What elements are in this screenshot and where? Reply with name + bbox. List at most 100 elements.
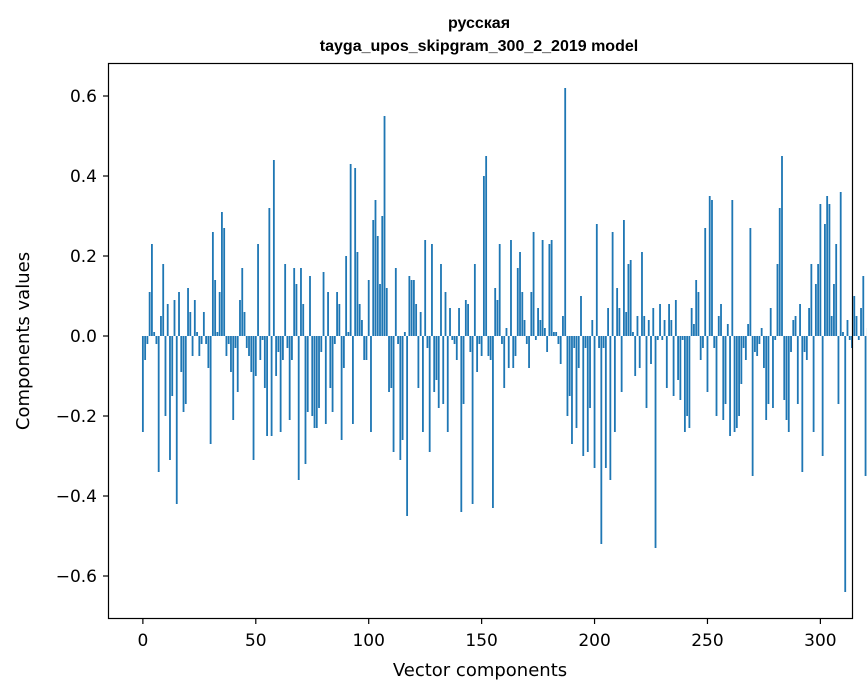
- bar-49: [252, 336, 255, 460]
- bar-84: [331, 336, 334, 412]
- x-tick-label: 100: [352, 631, 384, 651]
- bar-145: [469, 336, 472, 352]
- bar-13: [171, 336, 174, 396]
- bar-45: [243, 312, 246, 336]
- bar-198: [589, 336, 591, 408]
- bar-264: [738, 336, 740, 416]
- bar-209: [613, 336, 616, 432]
- bar-41: [234, 336, 237, 348]
- bar-192: [575, 336, 578, 428]
- bar-86: [336, 292, 338, 336]
- x-tick-label: 0: [137, 631, 148, 651]
- bar-223: [645, 336, 648, 408]
- bar-162: [507, 336, 510, 368]
- bar-82: [327, 292, 329, 336]
- bar-139: [455, 336, 458, 360]
- chart-title-line-2: tayga_upos_skipgram_300_2_2019 model: [320, 38, 638, 55]
- bar-227: [654, 336, 657, 548]
- bar-278: [769, 308, 772, 336]
- bar-133: [442, 336, 445, 404]
- bar-168: [521, 292, 524, 336]
- bar-75: [311, 336, 314, 416]
- bar-118: [408, 276, 411, 336]
- bar-122: [417, 336, 420, 388]
- bar-50: [254, 336, 257, 376]
- bar-24: [196, 332, 198, 336]
- bar-54: [263, 336, 266, 388]
- bar-94: [354, 168, 357, 336]
- bar-211: [618, 308, 621, 336]
- bar-123: [419, 312, 422, 336]
- bar-222: [643, 316, 646, 336]
- bar-231: [663, 320, 666, 336]
- bar-81: [324, 336, 327, 424]
- bar-277: [767, 336, 770, 404]
- bar-111: [392, 336, 395, 452]
- bar-234: [670, 320, 673, 336]
- bar-239: [681, 336, 684, 340]
- bar-53: [261, 336, 264, 340]
- bar-180: [548, 244, 551, 336]
- bar-216: [629, 260, 632, 336]
- bar-249: [704, 228, 707, 336]
- bar-164: [512, 336, 515, 368]
- bar-137: [451, 336, 454, 340]
- bar-149: [478, 336, 481, 344]
- bar-131: [437, 336, 440, 408]
- bar-283: [781, 156, 783, 336]
- bar-76: [313, 336, 316, 428]
- bar-240: [683, 336, 686, 432]
- bar-291: [799, 304, 801, 336]
- bar-10: [164, 336, 167, 416]
- bar-99: [365, 336, 368, 360]
- bar-58: [272, 160, 275, 336]
- bar-191: [573, 336, 576, 348]
- bar-117: [406, 336, 409, 516]
- bar-6: [155, 336, 158, 344]
- bar-307: [835, 244, 838, 336]
- bar-0: [141, 336, 144, 432]
- bar-276: [765, 336, 768, 420]
- bar-315: [853, 296, 856, 336]
- bar-260: [729, 336, 731, 436]
- bar-26: [200, 336, 203, 344]
- bar-83: [329, 336, 332, 388]
- bar-258: [724, 336, 727, 404]
- bar-30: [209, 336, 212, 444]
- bar-55: [266, 336, 268, 436]
- y-tick-label: −0.6: [56, 567, 97, 587]
- y-tick-label: −0.2: [56, 407, 97, 427]
- bar-136: [449, 308, 451, 336]
- bar-22: [191, 336, 194, 356]
- bar-309: [839, 192, 842, 336]
- bar-312: [846, 320, 849, 336]
- bar-57: [270, 336, 273, 436]
- bar-255: [717, 316, 720, 336]
- bar-79: [320, 336, 323, 352]
- bar-19: [184, 336, 187, 404]
- bar-163: [510, 240, 512, 336]
- bar-207: [609, 336, 612, 480]
- bar-196: [584, 336, 587, 348]
- bar-2: [146, 336, 149, 344]
- bar-113: [397, 336, 399, 344]
- bar-212: [620, 336, 623, 392]
- bar-62: [281, 336, 284, 360]
- bar-146: [471, 336, 474, 504]
- bar-70: [300, 268, 302, 336]
- bar-4: [151, 244, 153, 336]
- bar-142: [462, 336, 465, 404]
- bar-89: [342, 336, 345, 368]
- bar-106: [381, 216, 384, 336]
- bar-18: [182, 336, 185, 412]
- bar-52: [259, 336, 262, 360]
- bar-257: [722, 336, 725, 420]
- bar-78: [318, 336, 320, 408]
- bar-120: [412, 280, 415, 336]
- bar-266: [742, 336, 745, 348]
- bar-171: [528, 336, 530, 368]
- bar-228: [656, 336, 659, 340]
- bar-282: [778, 208, 781, 336]
- bar-100: [367, 280, 370, 336]
- bar-9: [162, 264, 165, 336]
